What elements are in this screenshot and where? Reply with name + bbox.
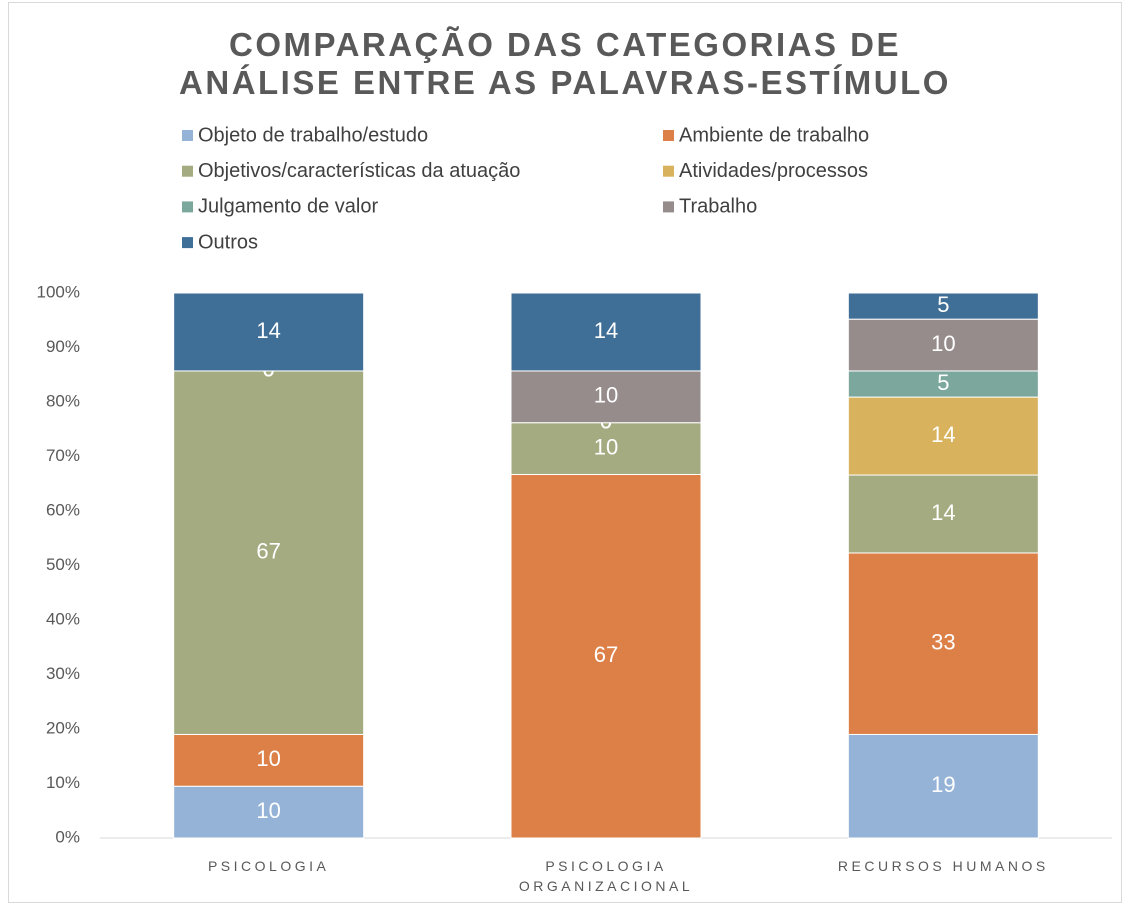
data-label: 14 [931,500,955,525]
data-label: 5 [937,292,949,317]
bar-segment [173,292,365,372]
data-label: 14 [256,318,280,343]
x-tick-label: PSICOLOGIA ORGANIZACIONAL [518,858,694,894]
bar-segment [847,318,1039,372]
legend-label: Julgamento de valor [198,196,378,218]
data-label: 14 [594,318,618,343]
data-label: 14 [931,422,955,447]
legend-label: Trabalho [679,196,757,218]
data-label: 10 [256,798,280,823]
legend-swatch [182,130,193,141]
y-tick-label: 100% [37,282,80,301]
legend-swatch [663,130,674,141]
bar-segment [847,733,1039,839]
y-tick-label: 60% [46,500,80,519]
data-label: 19 [931,772,955,797]
data-label: 10 [256,746,280,771]
legend-swatch [182,237,193,249]
y-tick-label: 10% [46,773,80,792]
data-label: 10 [931,331,955,356]
legend-swatch [663,165,674,177]
data-label: 67 [256,539,280,564]
x-tick-label: RECURSOS HUMANOS [837,858,1049,874]
bar-segment [510,370,702,424]
bar-segment [173,370,365,735]
legend-swatch [663,201,674,213]
data-label: 33 [931,630,955,655]
legend-label: Objeto de trabalho/estudo [198,124,428,146]
y-tick-label: 40% [46,609,80,628]
legend-label: Objetivos/características da atuação [198,160,520,182]
data-label: 5 [937,370,949,395]
data-label: 10 [594,434,618,459]
x-tick-label: PSICOLOGIA [207,858,330,874]
y-tick-label: 0% [55,827,80,846]
bar-segment [847,552,1039,735]
bar-segment [847,396,1039,476]
legend-label: Atividades/processos [679,160,868,182]
bar-segment [173,785,365,839]
bar-segment [510,292,702,372]
legend-swatch [182,165,193,177]
bar-segment [510,422,702,475]
data-label: 67 [594,642,618,667]
bar-segment [847,292,1039,320]
legend-label: Ambiente de trabalho [679,124,869,146]
y-tick-label: 90% [46,337,80,356]
y-tick-label: 80% [46,391,80,410]
legend-swatch [182,201,193,213]
y-tick-label: 50% [46,555,80,574]
y-tick-label: 70% [46,446,80,465]
data-label: 10 [594,383,618,408]
y-tick-label: 30% [46,664,80,683]
y-tick-label: 20% [46,718,80,737]
bar-segment [847,474,1039,554]
legend-label: Outros [198,231,258,253]
bar-segment [510,473,702,839]
chart-title: COMPARAÇÃO DAS CATEGORIAS DE ANÁLISE ENT… [179,26,951,101]
